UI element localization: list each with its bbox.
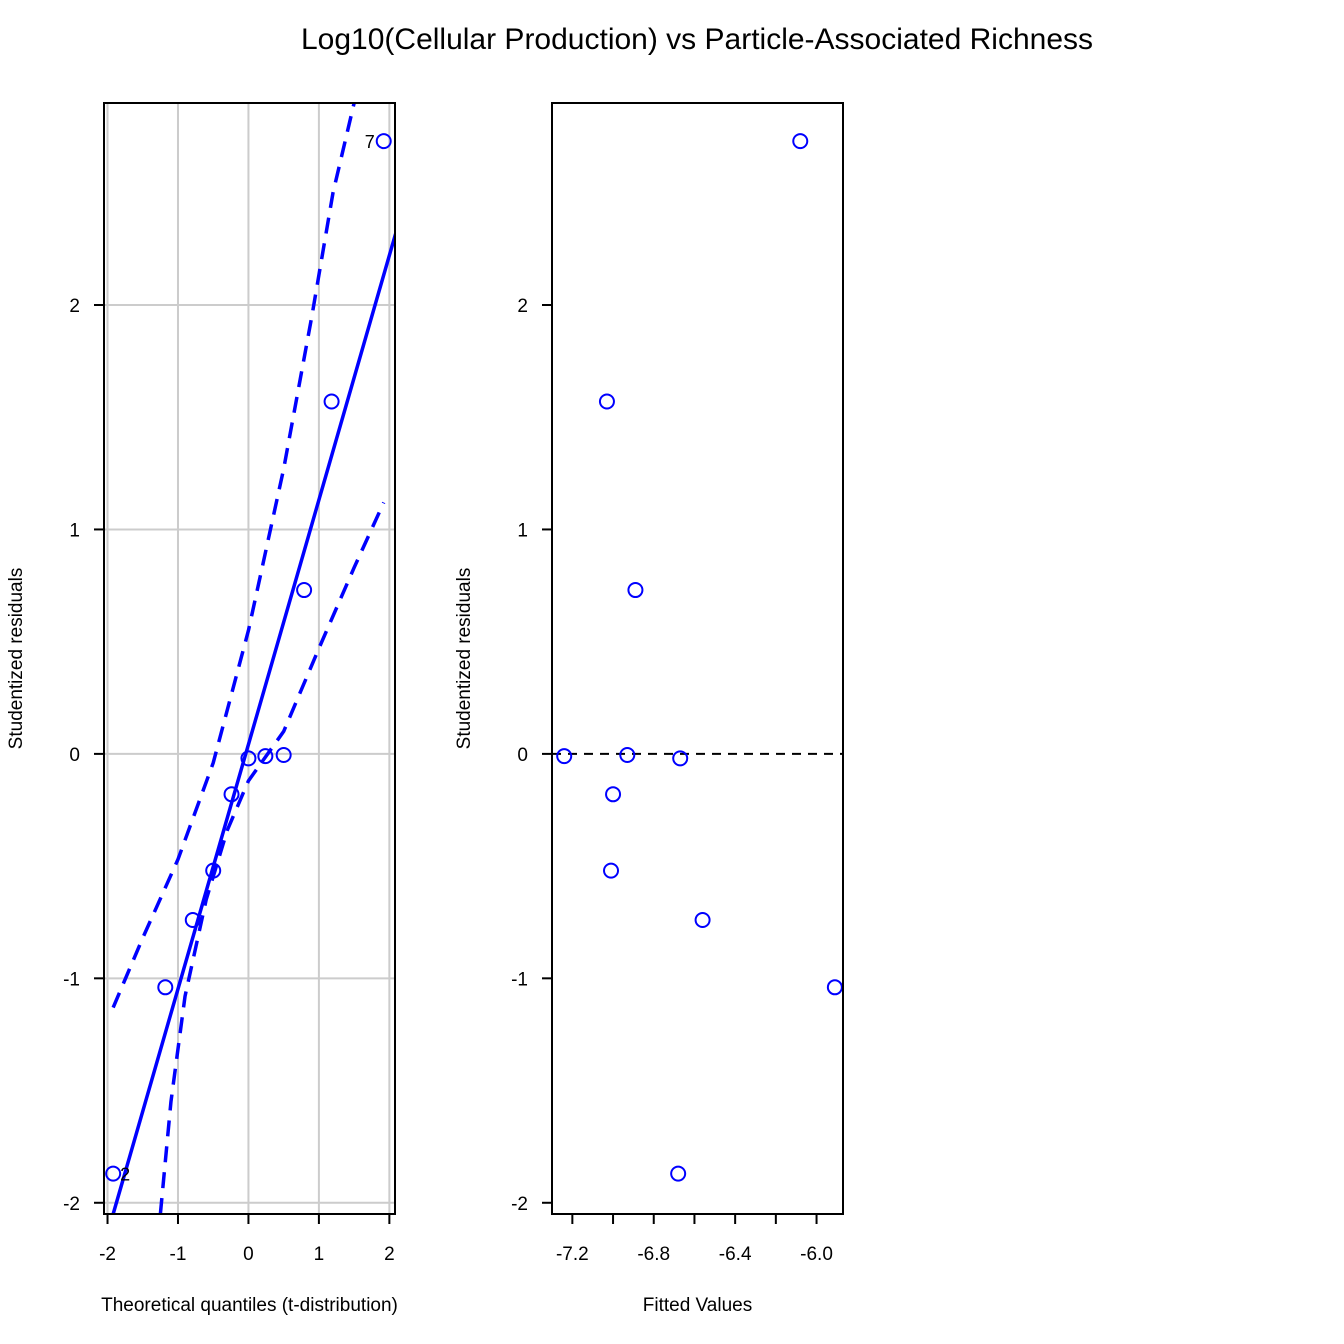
data-point-0 bbox=[105, 1165, 122, 1182]
x-tick-label-1: -1 bbox=[170, 1244, 187, 1265]
y-tick-label-3: 1 bbox=[69, 520, 80, 541]
plot-area bbox=[111, 103, 395, 1214]
x-axis-label: Theoretical quantiles (t-distribution) bbox=[101, 1295, 398, 1316]
plot-frame bbox=[551, 102, 844, 1215]
chart-title: Log10(Cellular Production) vs Particle-A… bbox=[301, 23, 1093, 56]
data-point-9 bbox=[792, 133, 809, 150]
x-tick-label-4: 2 bbox=[384, 1244, 395, 1265]
data-point-8 bbox=[296, 582, 313, 599]
data-point-5 bbox=[627, 582, 644, 599]
data-point-5 bbox=[240, 750, 257, 767]
data-point-2 bbox=[605, 786, 622, 803]
data-point-4 bbox=[223, 786, 240, 803]
y-tick-label-0: -2 bbox=[511, 1194, 528, 1215]
x-tick-label-2: -6.8 bbox=[637, 1244, 670, 1265]
x-tick-label-2: 0 bbox=[243, 1244, 254, 1265]
y-tick-label-0: -2 bbox=[63, 1194, 80, 1215]
data-point-6 bbox=[257, 748, 274, 765]
data-point-1 bbox=[157, 979, 174, 996]
y-axis-label: Studentized residuals bbox=[6, 568, 27, 750]
data-point-6 bbox=[672, 750, 689, 767]
residuals-vs-fitted-panel: -7.2 -6.8 -6.4 -6.0 -2 -1 0 1 2 Fitted Values Stud… bbox=[454, 102, 844, 1316]
confidence-band-lower bbox=[158, 501, 386, 1214]
data-point-3 bbox=[205, 862, 222, 879]
data-point-10 bbox=[375, 133, 392, 150]
x-tick-label-4: -6.4 bbox=[719, 1244, 752, 1265]
y-tick-label-1: -1 bbox=[511, 969, 528, 990]
y-tick-label-4: 2 bbox=[517, 296, 528, 317]
confidence-band-upper bbox=[111, 103, 357, 1009]
qq-reference-line bbox=[111, 230, 395, 1214]
y-tick-label-2: 0 bbox=[517, 745, 528, 766]
data-point-7 bbox=[275, 747, 292, 764]
data-point-3 bbox=[603, 862, 620, 879]
y-tick-label-3: 1 bbox=[517, 520, 528, 541]
data-point-1 bbox=[598, 393, 615, 410]
point-label-10: 7 bbox=[365, 132, 375, 152]
qq-plot-panel: 2 7 -2 -1 0 1 2 -2 -1 0 1 2 Theoretical quantiles (t… bbox=[6, 102, 398, 1316]
plot-frame bbox=[103, 102, 396, 1215]
data-point-8 bbox=[670, 1165, 687, 1182]
y-axis-label: Studentized residuals bbox=[454, 568, 475, 750]
x-tick-label-0: -7.2 bbox=[556, 1244, 589, 1265]
y-tick-label-2: 0 bbox=[69, 745, 80, 766]
x-tick-label-6: -6.0 bbox=[800, 1244, 833, 1265]
y-tick-label-4: 2 bbox=[69, 296, 80, 317]
data-point-7 bbox=[694, 911, 711, 928]
x-tick-label-3: 1 bbox=[314, 1244, 325, 1265]
data-point-9 bbox=[323, 393, 340, 410]
point-label-0: 2 bbox=[120, 1165, 130, 1185]
x-tick-label-0: -2 bbox=[99, 1244, 116, 1265]
x-axis-label: Fitted Values bbox=[643, 1295, 752, 1316]
data-point-2 bbox=[184, 911, 201, 928]
data-point-4 bbox=[619, 747, 636, 764]
data-point-0 bbox=[556, 748, 573, 765]
data-point-10 bbox=[826, 979, 843, 996]
y-tick-label-1: -1 bbox=[63, 969, 80, 990]
